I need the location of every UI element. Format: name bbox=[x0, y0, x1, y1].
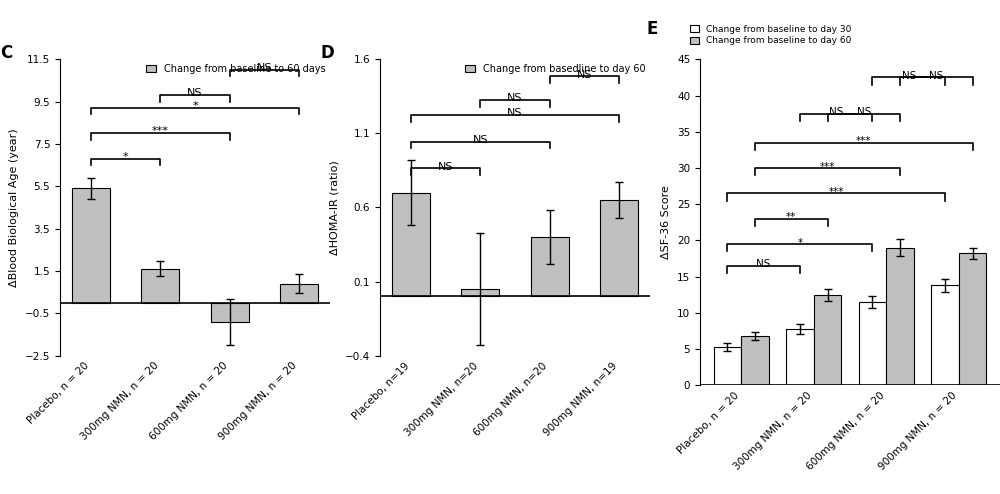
Text: NS: NS bbox=[187, 88, 203, 98]
Bar bbox=[72, 188, 110, 303]
Bar bbox=[600, 200, 638, 296]
Text: NS: NS bbox=[256, 63, 272, 73]
Text: NS: NS bbox=[507, 108, 523, 118]
Text: *: * bbox=[192, 101, 198, 111]
Y-axis label: ΔHOMA-IR (ratio): ΔHOMA-IR (ratio) bbox=[329, 160, 339, 255]
Text: C: C bbox=[1, 44, 13, 62]
Y-axis label: ΔBlood Biological Age (year): ΔBlood Biological Age (year) bbox=[9, 128, 19, 287]
Bar bbox=[786, 329, 814, 385]
Text: D: D bbox=[321, 44, 334, 62]
Text: NS: NS bbox=[576, 70, 592, 80]
Bar bbox=[959, 253, 986, 385]
Text: NS: NS bbox=[857, 107, 871, 117]
Bar bbox=[280, 284, 318, 303]
Text: NS: NS bbox=[756, 259, 771, 269]
Legend: Change from baseline to day 30, Change from baseline to day 60: Change from baseline to day 30, Change f… bbox=[690, 25, 851, 45]
Legend: Change from basedline to day 60: Change from basedline to day 60 bbox=[465, 64, 645, 74]
Text: NS: NS bbox=[507, 93, 523, 103]
Bar bbox=[931, 286, 959, 385]
Bar bbox=[392, 193, 430, 296]
Bar bbox=[714, 347, 741, 385]
Text: NS: NS bbox=[929, 71, 944, 81]
Text: NS: NS bbox=[902, 71, 916, 81]
Text: ***: *** bbox=[829, 187, 844, 197]
Text: *: * bbox=[123, 152, 129, 162]
Bar bbox=[141, 269, 179, 303]
Text: ***: *** bbox=[152, 126, 169, 136]
Text: NS: NS bbox=[829, 107, 843, 117]
Text: ***: *** bbox=[856, 136, 871, 146]
Bar bbox=[461, 289, 499, 296]
Bar bbox=[211, 303, 249, 322]
Text: ***: *** bbox=[820, 162, 835, 171]
Bar bbox=[886, 247, 914, 385]
Legend: Change from baseline to 60 days: Change from baseline to 60 days bbox=[146, 64, 325, 74]
Text: NS: NS bbox=[473, 135, 488, 145]
Y-axis label: ΔSF-36 Score: ΔSF-36 Score bbox=[661, 185, 671, 259]
Text: **: ** bbox=[786, 212, 796, 222]
Bar bbox=[531, 237, 569, 296]
Text: *: * bbox=[797, 238, 803, 247]
Text: NS: NS bbox=[438, 162, 454, 171]
Bar bbox=[814, 295, 841, 385]
Text: E: E bbox=[646, 20, 657, 38]
Bar bbox=[859, 302, 886, 385]
Bar bbox=[741, 336, 769, 385]
